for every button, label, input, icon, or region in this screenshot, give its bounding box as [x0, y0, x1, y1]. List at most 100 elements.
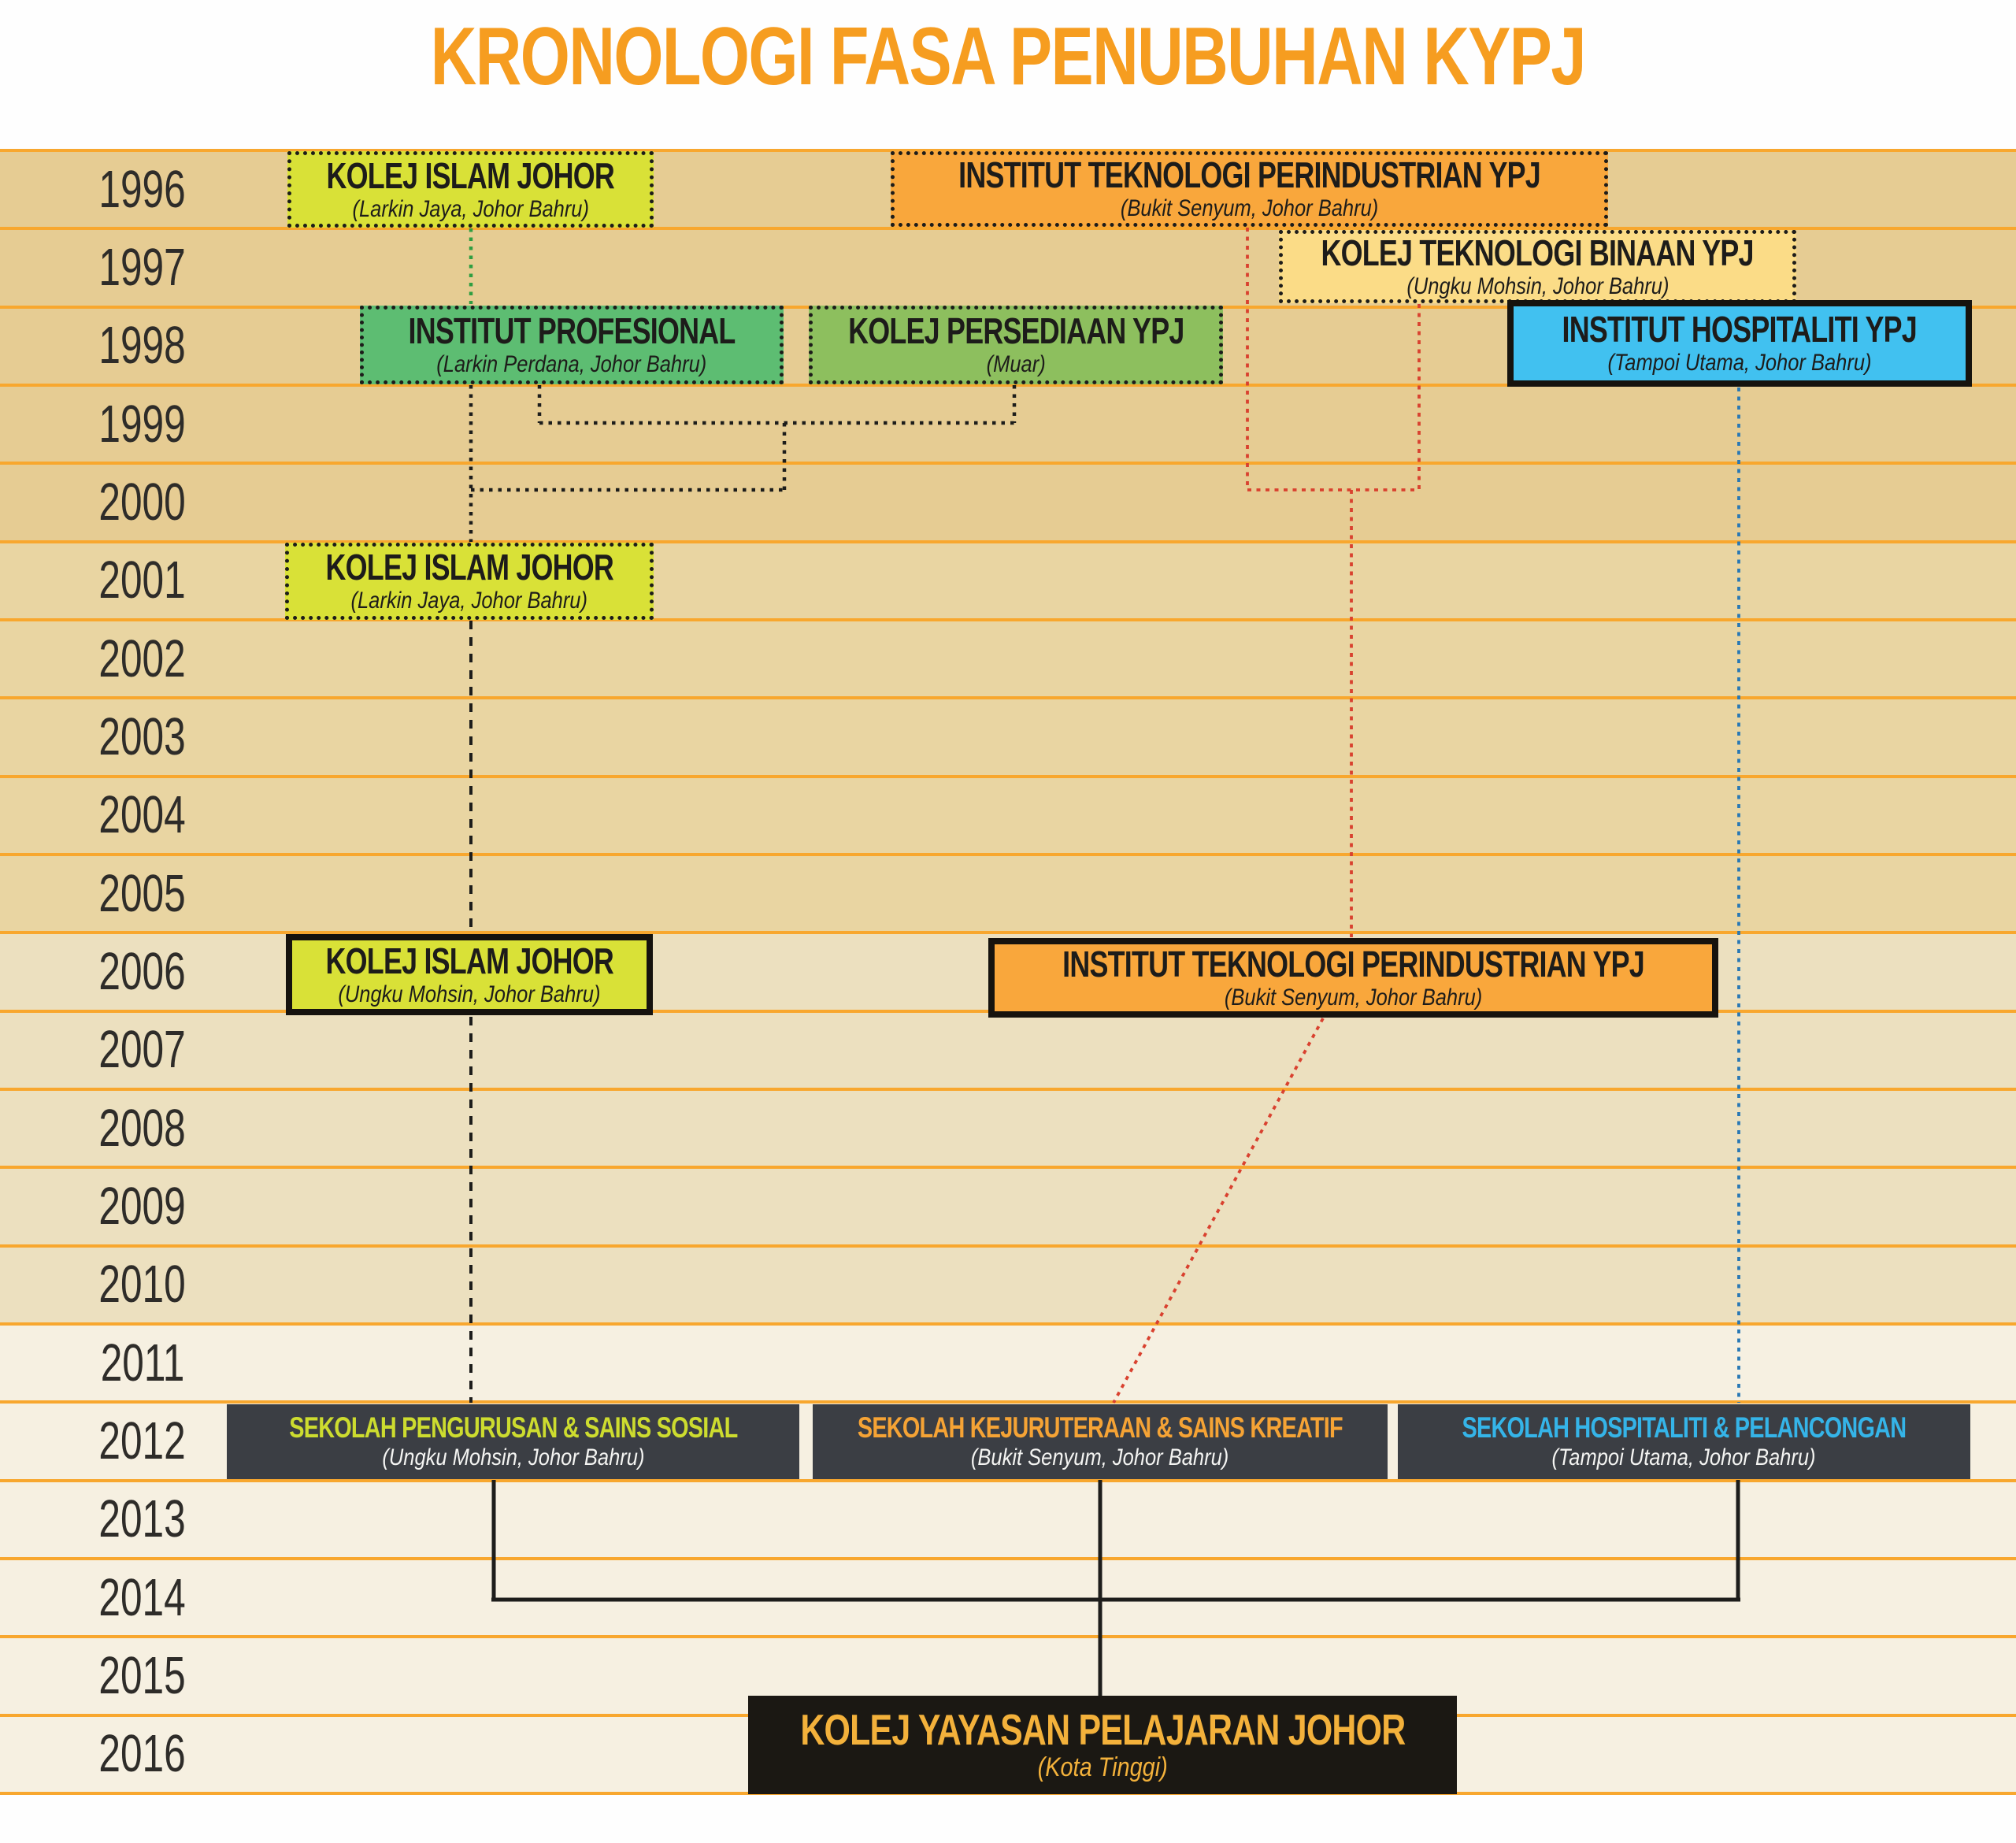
box-title-text: SEKOLAH KEJURUTERAAN & SAINS KREATIF [858, 1411, 1343, 1444]
row-separator-line [0, 149, 2016, 152]
box-location-text: (Ungku Mohsin, Johor Bahru) [1406, 273, 1670, 299]
box-title: KOLEJ ISLAM JOHOR [285, 940, 654, 981]
year-label: 1996 [0, 163, 285, 216]
year-label-text: 2013 [98, 1489, 187, 1549]
box-location-text: (Bukit Senyum, Johor Bahru) [1224, 984, 1483, 1010]
year-label-text: 2010 [98, 1255, 187, 1315]
box-location: (Tampoi Utama, Johor Bahru) [1529, 1445, 1839, 1470]
timeline-row-2007 [0, 1010, 2016, 1089]
box-title-text: SEKOLAH PENGURUSAN & SAINS SOSIAL [288, 1411, 738, 1444]
box-title-text: INSTITUT PROFESIONAL [408, 310, 736, 352]
box-location-text: (Tampoi Utama, Johor Bahru) [1607, 350, 1872, 376]
year-label: 2002 [0, 632, 285, 685]
timeline-row-2009 [0, 1167, 2016, 1246]
timeline-box-kij-1996: KOLEJ ISLAM JOHOR (Larkin Jaya, Johor Bah… [287, 151, 654, 228]
year-label-text: 1999 [98, 394, 187, 454]
year-label: 2014 [0, 1571, 285, 1624]
box-location: (Tampoi Utama, Johor Bahru) [1584, 350, 1895, 376]
timeline-row-2000 [0, 463, 2016, 542]
year-label-text: 2007 [98, 1020, 187, 1080]
year-label-text: 2006 [98, 941, 187, 1001]
box-title: KOLEJ YAYASAN PELAJARAN JOHOR [715, 1708, 1491, 1752]
box-title: INSTITUT TEKNOLOGI PERINDUSTRIAN YPJ [980, 943, 1726, 985]
box-location-text: (Larkin Perdana, Johor Bahru) [436, 351, 707, 378]
year-label: 2010 [0, 1258, 285, 1311]
timeline-box-shp-2012: SEKOLAH HOSPITALITI & PELANCONGAN (Tampoi… [1398, 1404, 1970, 1479]
year-label-text: 2001 [98, 551, 187, 610]
timeline-row-2004 [0, 776, 2016, 855]
box-title: KOLEJ ISLAM JOHOR [286, 157, 655, 195]
box-title-text: INSTITUT TEKNOLOGI PERINDUSTRIAN YPJ [1062, 943, 1645, 985]
box-title-text: INSTITUT HOSPITALITI YPJ [1562, 309, 1918, 350]
box-title-text: INSTITUT TEKNOLOGI PERINDUSTRIAN YPJ [958, 154, 1541, 196]
year-label-text: 2000 [98, 472, 187, 532]
year-label-text: 2002 [98, 629, 187, 688]
box-title: KOLEJ ISLAM JOHOR [285, 549, 654, 586]
row-separator-line [0, 462, 2016, 465]
year-label-text: 2014 [98, 1567, 187, 1627]
box-title-text: KOLEJ TEKNOLOGI BINAAN YPJ [1321, 232, 1755, 273]
box-location-text: (Bukit Senyum, Johor Bahru) [1120, 195, 1379, 222]
timeline-box-kij-2001: KOLEJ ISLAM JOHOR (Larkin Jaya, Johor Bah… [285, 543, 654, 620]
box-location: (Larkin Jaya, Johor Bahru) [330, 588, 609, 614]
year-label: 2013 [0, 1493, 285, 1545]
year-label: 2005 [0, 867, 285, 920]
row-separator-line [0, 1087, 2016, 1091]
box-location: (Ungku Mohsin, Johor Bahru) [359, 1445, 668, 1470]
timeline-box-kij-2006: KOLEJ ISLAM JOHOR (Ungku Mohsin, Johor Ba… [286, 934, 653, 1015]
row-separator-line [0, 852, 2016, 856]
year-label: 2004 [0, 788, 285, 841]
box-location: (Larkin Perdana, Johor Bahru) [413, 352, 731, 377]
year-label-text: 2004 [98, 785, 187, 845]
box-location: (Ungku Mohsin, Johor Bahru) [315, 982, 624, 1007]
year-label-text: 1996 [98, 159, 187, 219]
year-label: 2007 [0, 1023, 285, 1076]
year-label-text: 2011 [100, 1333, 185, 1392]
row-separator-line [0, 696, 2016, 700]
row-separator-line [0, 383, 2016, 387]
box-title: INSTITUT HOSPITALITI YPJ [1512, 311, 1966, 348]
timeline-row-2010 [0, 1245, 2016, 1324]
box-title: KOLEJ PERSEDIAAN YPJ [801, 313, 1232, 350]
timeline-row-2008 [0, 1088, 2016, 1168]
timeline-box-ip-1998: INSTITUT PROFESIONAL (Larkin Perdana, Joh… [360, 306, 784, 384]
box-title-text: KOLEJ ISLAM JOHOR [325, 547, 613, 588]
year-label: 2000 [0, 476, 285, 528]
year-label-text: 2005 [98, 863, 187, 923]
row-separator-line [0, 1478, 2016, 1482]
page-title: KRONOLOGI FASA PENUBUHAN KYPJ [0, 11, 2016, 102]
year-label-text: 2015 [98, 1645, 187, 1705]
connector-itp2006-to-sksk2012-red-dotted [1112, 1018, 1325, 1404]
timeline-box-sksk-2012: SEKOLAH KEJURUTERAAN & SAINS KREATIF (Buk… [813, 1404, 1388, 1479]
row-separator-line [0, 1400, 2016, 1404]
year-label-text: 1997 [98, 237, 187, 297]
box-title-text: KOLEJ ISLAM JOHOR [325, 940, 613, 981]
year-label: 2011 [0, 1337, 285, 1389]
year-label: 2016 [0, 1727, 285, 1780]
year-label: 2006 [0, 945, 285, 998]
timeline-box-kypj-2016: KOLEJ YAYASAN PELAJARAN JOHOR (Kota Tingg… [748, 1696, 1457, 1794]
year-label-text: 2016 [98, 1724, 187, 1784]
timeline-box-itp-2006: INSTITUT TEKNOLOGI PERINDUSTRIAN YPJ (Buk… [988, 938, 1718, 1018]
row-separator-line [0, 1322, 2016, 1326]
timeline-box-itp-1996: INSTITUT TEKNOLOGI PERINDUSTRIAN YPJ (Buk… [891, 151, 1608, 227]
row-separator-line [0, 227, 2016, 231]
box-location: (Ungku Mohsin, Johor Bahru) [1384, 274, 1692, 299]
box-location: (Bukit Senyum, Johor Bahru) [1202, 985, 1505, 1010]
timeline-row-1999 [0, 384, 2016, 464]
timeline-row-2011 [0, 1323, 2016, 1403]
row-separator-line [0, 1635, 2016, 1639]
year-label-text: 2003 [98, 706, 187, 766]
year-label-text: 1998 [98, 316, 187, 376]
box-location-text: (Tampoi Utama, Johor Bahru) [1552, 1444, 1816, 1471]
year-label: 2003 [0, 710, 285, 763]
year-label-text: 2012 [98, 1411, 187, 1470]
page-title-text: KRONOLOGI FASA PENUBUHAN KYPJ [430, 11, 1587, 102]
timeline-box-spss-2012: SEKOLAH PENGURUSAN & SAINS SOSIAL (Ungku … [227, 1404, 799, 1479]
box-title-text: KOLEJ PERSEDIAAN YPJ [847, 310, 1184, 352]
timeline-row-2002 [0, 619, 2016, 699]
timeline-row-2003 [0, 698, 2016, 777]
year-label: 2012 [0, 1415, 285, 1467]
